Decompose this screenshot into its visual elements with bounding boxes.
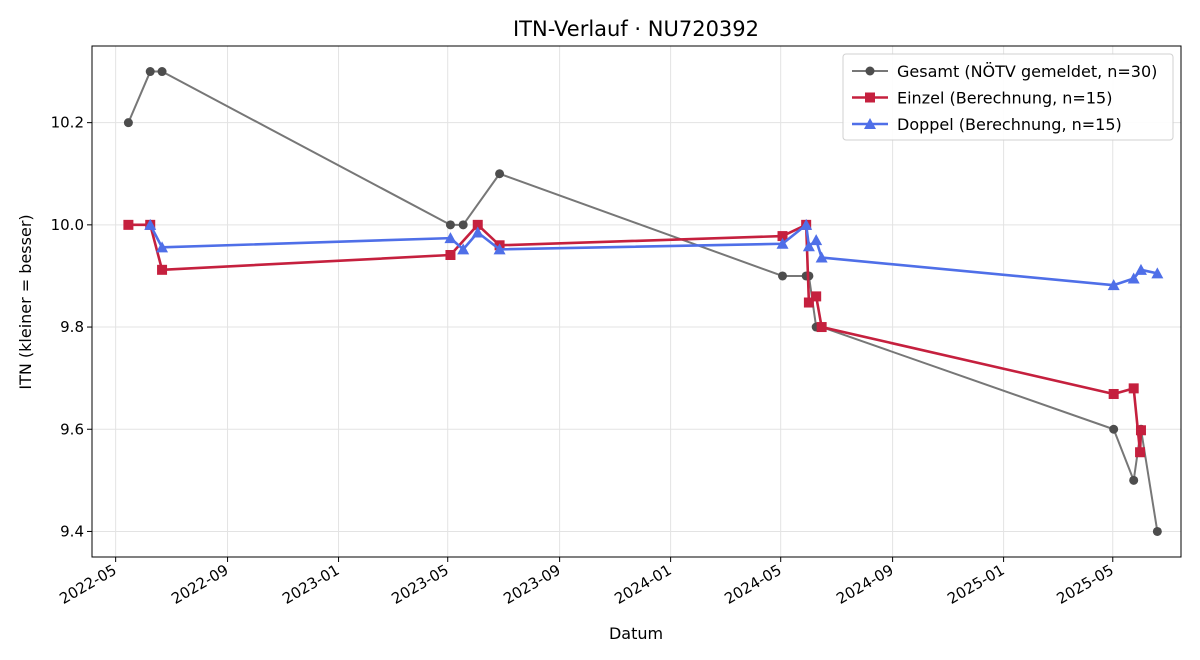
data-point-doppel bbox=[815, 251, 828, 263]
data-point-einzel bbox=[472, 219, 483, 230]
plot-frame bbox=[91, 45, 1182, 558]
data-point-gesamt bbox=[145, 67, 155, 77]
x-tick-label: 2023-09 bbox=[500, 561, 563, 608]
y-tick-label: 10.2 bbox=[51, 114, 84, 132]
series-doppel bbox=[144, 218, 1164, 291]
data-point-doppel bbox=[1107, 279, 1120, 291]
data-point-einzel bbox=[445, 249, 456, 260]
legend-label-gesamt: Gesamt (NÖTV gemeldet, n=30) bbox=[897, 62, 1157, 81]
data-point-gesamt bbox=[1129, 475, 1139, 485]
data-point-doppel bbox=[1151, 267, 1164, 279]
grid-lines bbox=[92, 46, 1181, 557]
data-point-doppel bbox=[493, 243, 506, 255]
legend-label-doppel: Doppel (Berechnung, n=15) bbox=[897, 115, 1122, 134]
legend: Gesamt (NÖTV gemeldet, n=30) Einzel (Bere… bbox=[842, 53, 1174, 141]
data-point-einzel bbox=[803, 297, 814, 308]
x-tick-label: 2022-09 bbox=[168, 561, 231, 608]
data-point-doppel bbox=[144, 218, 157, 230]
y-tick-label: 10.0 bbox=[51, 216, 84, 234]
data-point-einzel bbox=[1135, 447, 1146, 458]
data-point-gesamt bbox=[157, 67, 167, 77]
data-point-einzel bbox=[157, 264, 168, 275]
chart-title: ITN-Verlauf · NU720392 bbox=[513, 17, 759, 41]
data-point-gesamt bbox=[123, 118, 133, 128]
series-line-gesamt bbox=[127, 70, 1159, 532]
legend-marker-doppel bbox=[864, 118, 876, 129]
x-axis: 2022-05 2022-09 2023-01 2023-05 2023-09 2024-… bbox=[56, 557, 1117, 608]
data-point-gesamt bbox=[1152, 526, 1162, 536]
data-point-doppel bbox=[800, 218, 813, 230]
data-point-doppel bbox=[1127, 272, 1140, 284]
data-point-doppel bbox=[802, 240, 815, 252]
data-point-doppel bbox=[156, 241, 169, 253]
data-point-einzel bbox=[123, 219, 134, 230]
data-point-gesamt bbox=[445, 220, 455, 230]
y-tick-label: 9.4 bbox=[60, 522, 84, 540]
x-tick-label: 2024-09 bbox=[833, 561, 896, 608]
data-point-gesamt bbox=[1109, 424, 1119, 434]
data-point-gesamt bbox=[778, 271, 788, 281]
data-point-doppel bbox=[457, 243, 470, 255]
x-tick-label: 2025-01 bbox=[944, 561, 1007, 608]
x-tick-label: 2024-05 bbox=[721, 561, 784, 608]
y-tick-label: 9.6 bbox=[60, 420, 84, 438]
data-point-gesamt bbox=[458, 220, 468, 230]
x-tick-label: 2024-01 bbox=[611, 561, 674, 608]
series-group bbox=[123, 67, 1164, 536]
x-tick-label: 2022-05 bbox=[56, 561, 119, 608]
data-point-doppel bbox=[810, 234, 823, 246]
legend-box bbox=[842, 53, 1174, 141]
legend-marker-gesamt bbox=[865, 66, 875, 76]
x-tick-label: 2023-01 bbox=[279, 561, 342, 608]
data-point-doppel bbox=[776, 237, 789, 249]
legend-label-einzel: Einzel (Berechnung, n=15) bbox=[897, 89, 1112, 108]
y-tick-label: 9.8 bbox=[60, 318, 84, 336]
data-point-einzel bbox=[777, 231, 788, 242]
x-tick-label: 2025-05 bbox=[1053, 561, 1116, 608]
data-point-doppel bbox=[444, 232, 457, 244]
data-point-gesamt bbox=[495, 169, 505, 179]
data-point-einzel bbox=[816, 322, 827, 333]
data-point-einzel bbox=[1135, 425, 1146, 436]
x-tick-label: 2023-05 bbox=[388, 561, 451, 608]
data-point-doppel bbox=[471, 226, 484, 238]
series-einzel bbox=[123, 219, 1146, 458]
legend-marker-einzel bbox=[865, 92, 875, 103]
data-point-doppel bbox=[1134, 263, 1147, 275]
y-axis-label: ITN (kleiner = besser) bbox=[16, 214, 35, 389]
data-point-einzel bbox=[1128, 383, 1139, 394]
series-line-doppel bbox=[149, 223, 1158, 287]
series-line-einzel bbox=[128, 223, 1143, 454]
data-point-einzel bbox=[1108, 388, 1119, 399]
x-axis-label: Datum bbox=[609, 624, 663, 643]
y-axis: 9.4 9.6 9.8 10.0 10.2 bbox=[51, 114, 92, 540]
data-point-einzel bbox=[811, 291, 822, 302]
